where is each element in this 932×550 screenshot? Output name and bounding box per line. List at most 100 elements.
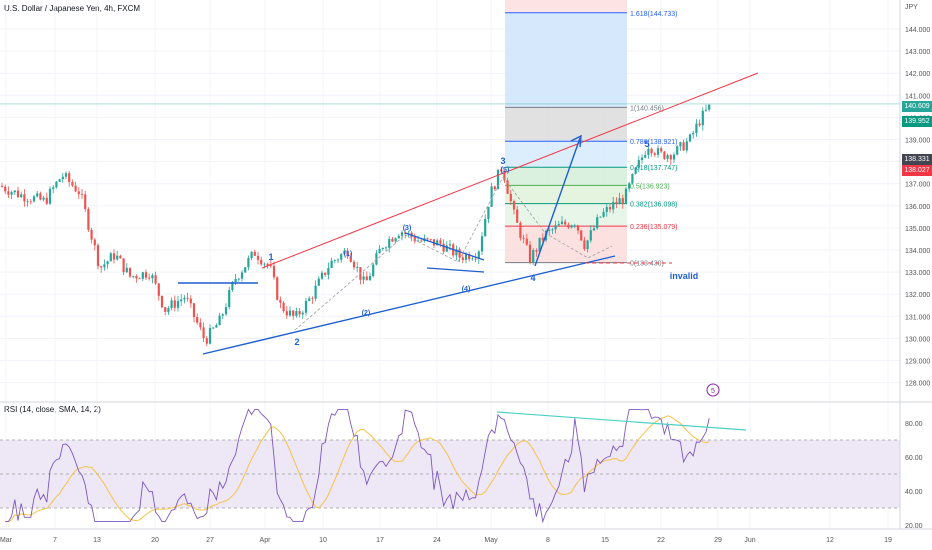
- wave-label-5: 5: [644, 139, 649, 149]
- candle-body: [276, 277, 279, 300]
- candle-body: [253, 251, 256, 256]
- candle-body: [87, 209, 90, 230]
- candle-body: [560, 221, 564, 225]
- time-tick: 10: [319, 537, 327, 544]
- candle-body: [154, 275, 157, 284]
- candle-body: [96, 245, 100, 267]
- candle-body: [84, 194, 87, 210]
- price-tag: 138.331: [902, 154, 932, 165]
- candle-body: [90, 229, 93, 240]
- candle-body: [39, 193, 42, 200]
- rsi-tick: 40.00: [905, 489, 923, 496]
- candle-body: [592, 228, 596, 231]
- candle-body: [151, 275, 154, 279]
- candle-body: [285, 311, 288, 316]
- candle-body: [708, 104, 711, 110]
- candle-body: [301, 312, 304, 315]
- candle-body: [474, 258, 477, 260]
- candle-body: [202, 327, 205, 339]
- projection-arrow: [534, 137, 581, 267]
- candle-body: [20, 194, 23, 198]
- candle-body: [103, 264, 106, 268]
- candle-body: [29, 201, 32, 203]
- candle-body: [570, 225, 573, 228]
- upper-channel-line: [261, 72, 759, 269]
- time-tick: 13: [93, 537, 101, 544]
- candle-body: [471, 258, 474, 260]
- circle-marker-label: 5: [711, 388, 715, 395]
- candle-body: [445, 245, 448, 252]
- candle-body: [519, 222, 522, 238]
- candle-body: [327, 267, 330, 275]
- time-tick: 17: [376, 537, 384, 544]
- candle-body: [112, 253, 116, 260]
- candle-body: [656, 148, 660, 155]
- candle-body: [381, 247, 384, 249]
- candle-body: [704, 109, 708, 111]
- candle-body: [640, 157, 644, 161]
- candle-body: [532, 250, 535, 263]
- subwave-label-2: (2): [362, 310, 371, 317]
- candle-body: [586, 240, 589, 250]
- candle-body: [288, 310, 292, 316]
- candle-body: [541, 237, 544, 241]
- chart-title: U.S. Dollar / Japanese Yen, 4h, FXCM: [4, 4, 141, 13]
- fib-level-label: 0.618(137.747): [630, 165, 677, 172]
- rsi-indicator: [0, 408, 900, 524]
- candle-body: [477, 251, 480, 259]
- candle-body: [109, 253, 112, 262]
- time-tick: 24: [433, 537, 441, 544]
- candle-body: [346, 250, 349, 257]
- candle-body: [644, 155, 647, 158]
- candle-body: [493, 186, 496, 190]
- wave-label-3: 3: [500, 156, 505, 166]
- time-tick: Mar: [0, 537, 13, 544]
- candle-body: [557, 224, 560, 226]
- candle-body: [160, 295, 164, 308]
- candle-body: [596, 217, 599, 229]
- candle-body: [413, 236, 416, 242]
- candle-body: [612, 201, 615, 210]
- price-tick: 136.000: [905, 204, 930, 211]
- rsi-line: [5, 408, 710, 524]
- price-tick: 130.000: [905, 336, 930, 343]
- candle-body: [336, 259, 340, 261]
- candle-body: [512, 201, 516, 210]
- candle-body: [583, 240, 586, 250]
- fib-zone: [505, 185, 627, 204]
- candle-body: [244, 267, 247, 273]
- candle-body: [157, 283, 160, 296]
- candle-body: [538, 237, 541, 252]
- candle-body: [679, 142, 682, 147]
- candle-body: [580, 230, 583, 241]
- candle-body: [628, 183, 631, 189]
- candle-body: [461, 257, 464, 260]
- candle-body: [0, 185, 4, 187]
- candle-body: [240, 272, 244, 279]
- candle-body: [605, 207, 608, 212]
- candle-body: [384, 247, 388, 249]
- candle-body: [375, 253, 378, 265]
- candle-body: [500, 169, 503, 172]
- candle-body: [167, 308, 170, 312]
- candle-body: [272, 265, 276, 278]
- time-tick: 27: [206, 537, 214, 544]
- candle-body: [71, 181, 74, 186]
- candle-body: [340, 254, 343, 260]
- wave-labels: 1 2 3 4 5 (1) (2) (3) (4) (5) invalid 5: [268, 139, 720, 397]
- candle-body: [205, 338, 208, 344]
- candle-body: [58, 179, 61, 182]
- fib-level-label: 0.382(136.098): [630, 202, 677, 209]
- candle-body: [624, 188, 628, 204]
- arrow-head: [570, 134, 582, 148]
- candle-body: [429, 239, 432, 241]
- candle-body: [218, 315, 221, 326]
- fib-zone-top: [505, 0, 627, 13]
- candle-body: [93, 239, 96, 246]
- candle-body: [308, 298, 311, 301]
- candle-body: [535, 250, 538, 252]
- fib-zone: [505, 107, 627, 142]
- candle-body: [32, 196, 36, 202]
- candle-body: [100, 266, 103, 268]
